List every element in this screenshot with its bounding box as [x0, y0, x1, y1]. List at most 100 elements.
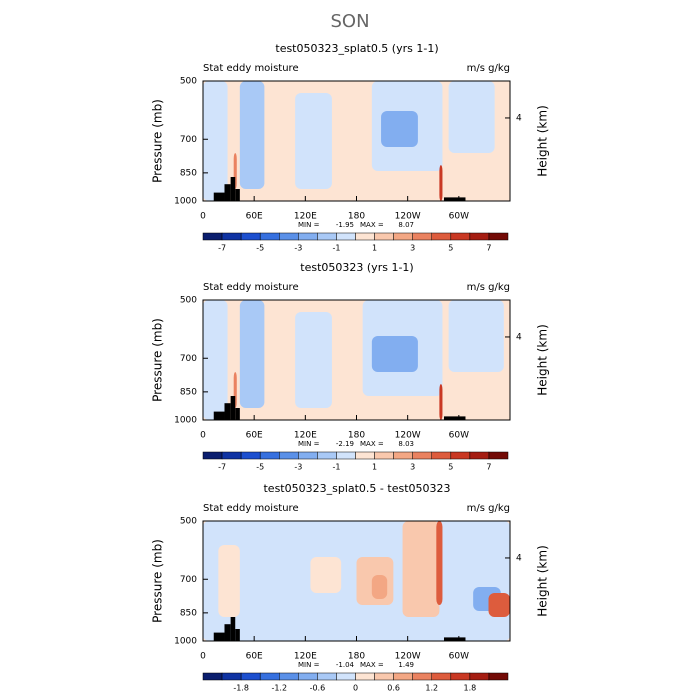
- colorbar-box: [374, 451, 394, 460]
- topography: [443, 197, 466, 201]
- colorbar-box: [450, 451, 471, 460]
- field-region: [203, 300, 228, 420]
- topography: [230, 396, 236, 420]
- colorbar-box: [221, 232, 242, 241]
- colorbar-box: [488, 672, 509, 681]
- colorbar-box: [221, 672, 242, 681]
- x-tick-label: 0: [200, 212, 206, 222]
- colorbar-tick-label: 3: [410, 244, 415, 253]
- colorbar-box: [393, 672, 413, 681]
- field-region: [203, 81, 228, 201]
- x-tick-label: 60W: [449, 652, 469, 662]
- x-tick-label: 180: [348, 431, 365, 441]
- y2-axis-label: Height (km): [536, 545, 550, 616]
- field-region: [310, 557, 342, 593]
- field-region: [448, 300, 504, 372]
- colorbar-tick-label: 5: [448, 244, 453, 253]
- colorbar-tick-label: -5: [256, 463, 264, 472]
- colorbar-box: [298, 232, 318, 241]
- y2-axis-label: Height (km): [536, 324, 550, 395]
- x-tick-label: 120W: [395, 431, 421, 441]
- colorbar-box: [202, 451, 223, 460]
- x-tick-label: 120W: [395, 652, 421, 662]
- min-value: -2.19: [336, 440, 354, 448]
- colorbar-box: [279, 451, 299, 460]
- colorbar-tick-label: 1: [372, 244, 377, 253]
- colorbar-box: [393, 232, 413, 241]
- field-region: [488, 593, 510, 617]
- x-tick-label: 180: [348, 652, 365, 662]
- colorbar-box: [431, 232, 452, 241]
- left-label: Stat eddy moisture: [203, 63, 299, 74]
- colorbar-box: [202, 672, 223, 681]
- colorbar-box: [240, 451, 261, 460]
- field-region: [295, 93, 332, 189]
- topography: [235, 408, 240, 420]
- y-tick-label: 500: [180, 77, 197, 87]
- colorbar-box: [259, 232, 280, 241]
- colorbar-box: [221, 451, 242, 460]
- colorbar-tick-label: 1: [372, 463, 377, 472]
- y-tick-label: 1000: [174, 416, 197, 426]
- colorbar-box: [412, 232, 432, 241]
- colorbar-tick-label: -1.8: [233, 684, 249, 693]
- field-region: [239, 81, 265, 189]
- field-region: [371, 575, 388, 599]
- colorbar-tick-label: -1.2: [271, 684, 287, 693]
- colorbar-box: [298, 672, 318, 681]
- topography: [443, 416, 466, 420]
- field-region: [381, 111, 418, 147]
- x-tick-label: 60W: [449, 431, 469, 441]
- field-region: [371, 336, 418, 372]
- colorbar-box: [336, 672, 356, 681]
- panel-title: test050323_splat0.5 - test050323: [263, 482, 450, 495]
- max-label: MAX =: [360, 221, 384, 229]
- min-label: MIN =: [298, 440, 320, 448]
- y2-tick-label: 4: [516, 553, 522, 563]
- x-tick-label: 60E: [246, 652, 263, 662]
- colorbar-box: [488, 451, 509, 460]
- y-tick-label: 700: [180, 135, 197, 145]
- colorbar-box: [279, 232, 299, 241]
- max-value: 8.03: [398, 440, 414, 448]
- colorbar-tick-label: -1: [332, 463, 340, 472]
- y-axis-label: Pressure (mb): [151, 318, 165, 402]
- min-value: -1.95: [336, 221, 354, 229]
- colorbar-box: [317, 232, 337, 241]
- field-region: [239, 300, 265, 408]
- panel-title: test050323_splat0.5 (yrs 1-1): [275, 42, 438, 55]
- y2-axis-label: Height (km): [536, 105, 550, 176]
- y-tick-label: 1000: [174, 197, 197, 207]
- colorbar-box: [393, 451, 413, 460]
- field-region: [439, 165, 443, 201]
- y-axis-label: Pressure (mb): [151, 99, 165, 183]
- y-tick-label: 700: [180, 354, 197, 364]
- colorbar-box: [336, 451, 356, 460]
- colorbar-tick-label: -7: [218, 244, 226, 253]
- colorbar-box: [469, 672, 490, 681]
- min-label: MIN =: [298, 221, 320, 229]
- y-tick-label: 850: [180, 608, 197, 618]
- max-label: MAX =: [360, 661, 384, 669]
- x-tick-label: 60E: [246, 431, 263, 441]
- x-tick-label: 120W: [395, 212, 421, 222]
- x-tick-label: 120E: [294, 212, 317, 222]
- topography: [213, 411, 225, 420]
- colorbar-box: [317, 672, 337, 681]
- topography: [224, 624, 231, 641]
- colorbar-box: [317, 451, 337, 460]
- colorbar-tick-label: -3: [294, 463, 302, 472]
- colorbar-tick-label: -7: [218, 463, 226, 472]
- field-region: [436, 521, 443, 605]
- topography: [213, 632, 225, 641]
- colorbar-tick-label: 5: [448, 463, 453, 472]
- colorbar-box: [450, 232, 471, 241]
- left-label: Stat eddy moisture: [203, 282, 299, 293]
- field-region: [448, 81, 495, 153]
- y2-tick-label: 4: [516, 113, 522, 123]
- colorbar-tick-label: 0: [353, 684, 358, 693]
- x-tick-label: 180: [348, 212, 365, 222]
- colorbar-box: [202, 232, 223, 241]
- colorbar-tick-label: 0.6: [387, 684, 400, 693]
- topography: [235, 629, 240, 641]
